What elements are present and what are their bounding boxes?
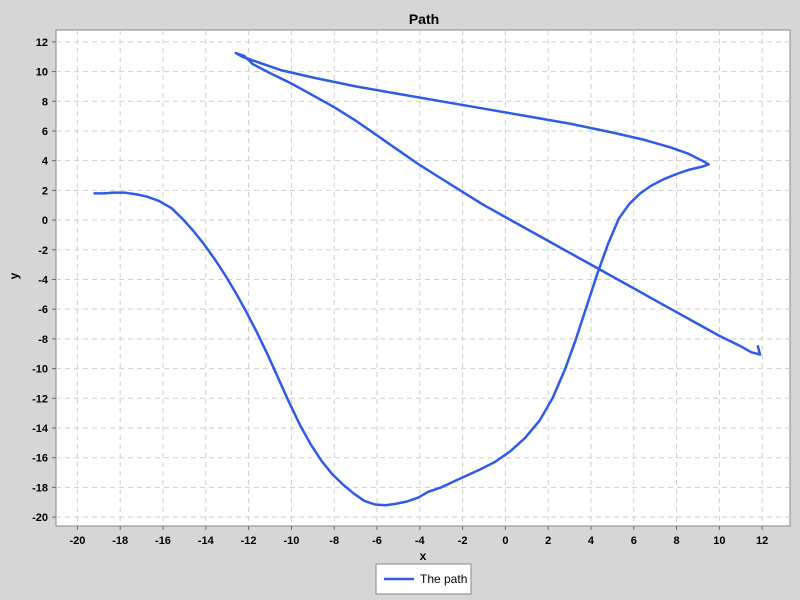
x-tick-label: 0 [502,535,508,547]
y-tick-label: -14 [32,423,49,435]
y-axis-label: y [7,272,21,279]
x-tick-label: -6 [372,535,382,547]
x-tick-label: 2 [545,535,551,547]
plot-area [55,29,791,527]
x-tick-label: -20 [69,535,85,547]
chart-title: Path [409,11,439,27]
x-axis-label: x [420,549,427,563]
x-tick-label: 8 [674,535,680,547]
series-line [93,51,762,507]
x-tick-label: -14 [198,535,215,547]
y-tick-label: -10 [32,364,48,376]
axes: -20 -18 -16 -14 -12 -10 -8 -6 -4 -2 0 2 4 6 8 10 1212108… [32,37,768,547]
grid [56,30,790,526]
x-tick-label: 6 [631,535,637,547]
legend-label: The path [420,572,467,586]
y-tick-label: -20 [32,512,48,524]
y-tick-label: -8 [38,334,48,346]
y-tick-label: 10 [36,67,48,79]
y-tick-label: -16 [32,453,48,465]
y-tick-label: 8 [42,96,48,108]
x-tick-label: -2 [458,535,468,547]
x-tick-label: 12 [756,535,768,547]
x-tick-label: 4 [588,535,595,547]
x-tick-label: -16 [155,535,171,547]
y-tick-label: -6 [38,304,48,316]
x-tick-label: -12 [241,535,257,547]
x-tick-label: -18 [112,535,128,547]
y-tick-label: 6 [42,126,48,138]
y-tick-label: -12 [32,393,48,405]
x-tick-label: -4 [415,535,426,547]
legend: The path [375,563,472,595]
x-tick-label: 10 [713,535,725,547]
y-tick-label: 4 [42,156,49,168]
y-tick-label: 12 [36,37,48,49]
y-tick-label: 0 [42,215,48,227]
x-tick-label: -10 [283,535,299,547]
y-tick-label: -2 [38,245,48,257]
y-tick-label: 2 [42,185,48,197]
series-layer [93,51,762,507]
y-tick-label: -4 [38,274,49,286]
y-tick-label: -18 [32,482,48,494]
x-tick-label: -8 [329,535,339,547]
